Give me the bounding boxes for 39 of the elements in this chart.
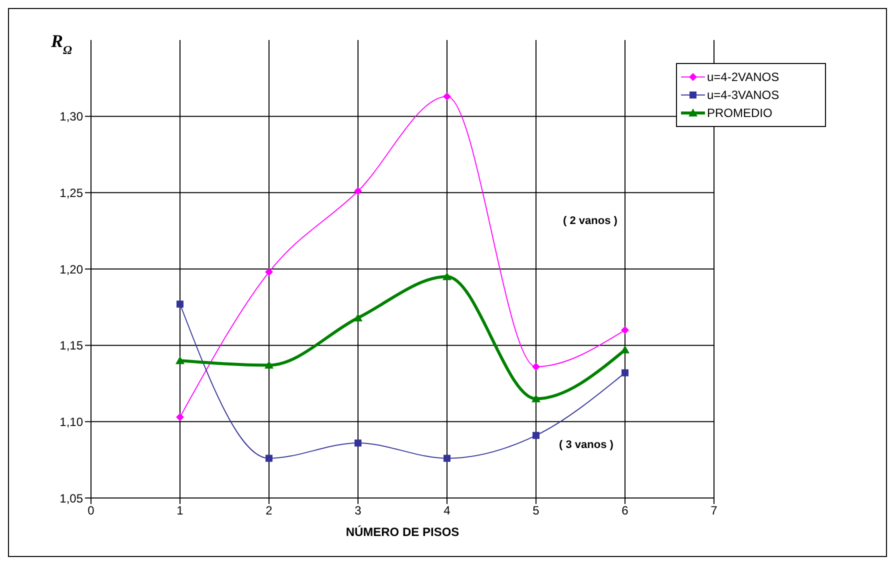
annotation: ( 2 vanos ) — [561, 215, 620, 227]
point — [532, 362, 540, 371]
point — [442, 272, 452, 280]
point — [176, 356, 184, 364]
x-tick-label: 4 — [444, 504, 451, 518]
point — [532, 432, 540, 439]
x-axis-title: NÚMERO DE PISOS — [346, 525, 460, 539]
y-tick-label: 1,25 — [60, 186, 84, 200]
point — [354, 187, 362, 196]
legend-label: u=4-2VANOS — [707, 69, 780, 86]
point — [265, 268, 273, 276]
x-tick-label: 2 — [266, 504, 273, 518]
point — [354, 313, 362, 322]
annotation: ( 3 vanos ) — [557, 439, 616, 451]
point — [622, 369, 628, 376]
point — [176, 413, 184, 422]
y-tick-label: 1,30 — [60, 110, 84, 124]
point — [620, 345, 630, 354]
point — [266, 454, 272, 462]
point — [264, 360, 274, 369]
y-tick-label: 1,10 — [60, 414, 84, 429]
point — [532, 394, 540, 402]
x-tick-label: 0 — [88, 504, 95, 518]
y-axis-title: R$_{Ω}$ — [50, 31, 72, 57]
point — [176, 300, 184, 308]
x-tick-label: 6 — [622, 504, 629, 518]
x-tick-label: 7 — [710, 504, 718, 518]
point — [443, 92, 451, 100]
y-tick-label: 1,05 — [60, 491, 84, 506]
x-tick-label: 5 — [532, 504, 540, 518]
point — [444, 454, 450, 462]
y-tick-label: 1,20 — [60, 262, 84, 276]
x-tick-label: 3 — [354, 504, 362, 518]
legend-label: u=4-3VANOS — [707, 87, 780, 104]
y-tick-label: 1,15 — [60, 338, 84, 353]
legend-label: PROMEDIO — [707, 105, 772, 122]
point — [354, 440, 362, 447]
point — [621, 326, 629, 334]
x-tick-label: 1 — [176, 504, 184, 518]
